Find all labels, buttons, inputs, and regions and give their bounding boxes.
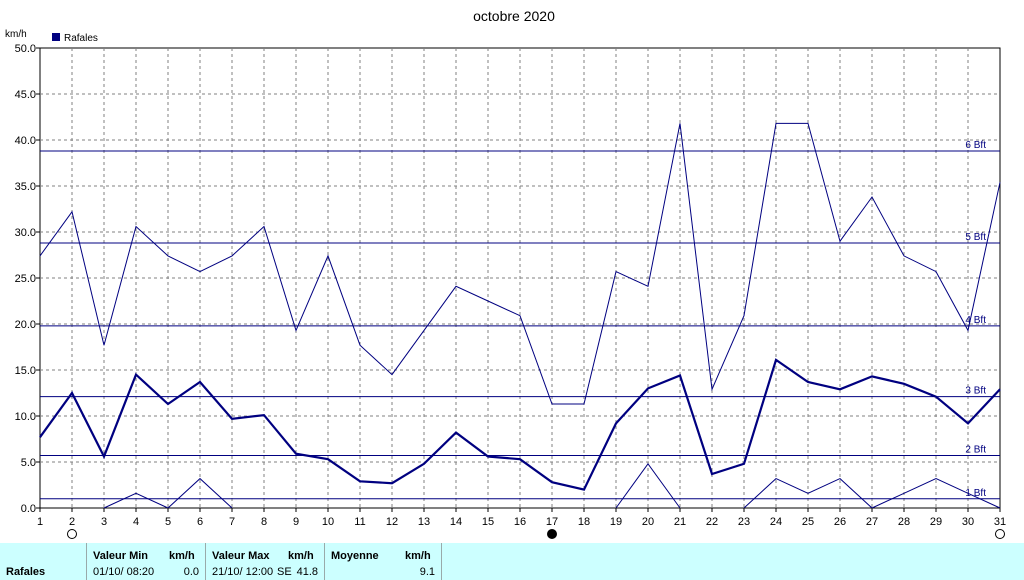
x-tick-label: 14 [450, 516, 462, 528]
x-tick-label: 20 [642, 516, 654, 528]
x-tick-label: 13 [418, 516, 430, 528]
x-tick-label: 26 [834, 516, 846, 528]
wind-gust-chart: octobre 2020 km/h Rafales 1 Bft 2 Bft 3 Bf… [5, 8, 1007, 539]
x-tick-label: 23 [738, 516, 750, 528]
grid [39, 47, 1001, 509]
x-tick-label: 9 [293, 516, 299, 528]
beaufort-lines: 1 Bft 2 Bft 3 Bft 4 Bft 5 Bft 6 Bft [40, 140, 1000, 500]
y-tick-label: 45.0 [15, 89, 36, 101]
y-tick-label: 50.0 [15, 43, 36, 55]
x-tick-label: 30 [962, 516, 974, 528]
mean-unit: km/h [405, 550, 431, 562]
summary-table: Rafales Valeur Min km/h 01/10/ 08:20 0.0… [0, 543, 1024, 580]
x-tick-label: 29 [930, 516, 942, 528]
x-tick-label: 31 [994, 516, 1006, 528]
summary-mean-cell: Moyenne km/h 9.1 [325, 543, 442, 580]
full-moon-icon [67, 529, 77, 539]
x-tick-label: 7 [229, 516, 235, 528]
min-header: Valeur Min [93, 550, 149, 562]
max-value: 41.8 [296, 566, 318, 578]
full-moon-icon [995, 529, 1005, 539]
x-tick-label: 4 [133, 516, 139, 528]
series-line-min [615, 462, 681, 509]
x-tick-label: 1 [37, 516, 43, 528]
min-value: 0.0 [183, 566, 199, 578]
x-tick-label: 17 [546, 516, 558, 528]
max-dir: SE [277, 566, 292, 578]
x-tick-label: 18 [578, 516, 590, 528]
new-moon-icon [547, 529, 557, 539]
max-when: 21/10/ 12:00 [212, 566, 274, 578]
moon-phases [67, 529, 1005, 539]
axes: 0.0 5.0 10.0 15.0 20.0 25.0 30.0 35.0 40.0 45.0 50… [15, 43, 1007, 528]
x-tick-label: 5 [165, 516, 171, 528]
series-line-mean [39, 358, 1001, 491]
min-when: 01/10/ 08:20 [93, 566, 155, 578]
summary-row-label: Rafales [6, 566, 46, 578]
max-header: Valeur Max [212, 550, 270, 562]
legend-swatch [52, 33, 60, 41]
x-tick-label: 3 [101, 516, 107, 528]
y-tick-label: 35.0 [15, 181, 36, 193]
x-tick-label: 21 [674, 516, 686, 528]
x-tick-label: 24 [770, 516, 782, 528]
y-tick-label: 20.0 [15, 319, 36, 331]
x-tick-label: 2 [69, 516, 75, 528]
x-tick-label: 6 [197, 516, 203, 528]
y-tick-label: 10.0 [15, 411, 36, 423]
x-tick-label: 25 [802, 516, 814, 528]
mean-header: Moyenne [331, 550, 379, 562]
y-tick-label: 40.0 [15, 135, 36, 147]
y-tick-label: 25.0 [15, 273, 36, 285]
x-tick-label: 11 [354, 516, 365, 528]
x-tick-label: 22 [706, 516, 718, 528]
y-tick-label: 5.0 [21, 457, 36, 469]
x-tick-label: 19 [610, 516, 622, 528]
x-tick-label: 8 [261, 516, 267, 528]
y-tick-label: 30.0 [15, 227, 36, 239]
x-tick-label: 16 [514, 516, 526, 528]
summary-min-cell: Valeur Min km/h 01/10/ 08:20 0.0 [87, 543, 206, 580]
x-tick-label: 15 [482, 516, 494, 528]
x-tick-label: 28 [898, 516, 910, 528]
summary-row-label-cell: Rafales [0, 543, 87, 580]
x-tick-label: 12 [386, 516, 398, 528]
mean-value: 9.1 [419, 566, 435, 578]
max-unit: km/h [288, 550, 314, 562]
beaufort-label: 6 Bft [965, 140, 986, 151]
y-axis-label: km/h [5, 29, 27, 40]
chart-title: octobre 2020 [473, 8, 555, 24]
y-tick-label: 0.0 [21, 503, 36, 515]
summary-max-cell: Valeur Max km/h 21/10/ 12:00 SE 41.8 [206, 543, 325, 580]
series-line-max [39, 122, 1001, 405]
y-tick-label: 15.0 [15, 365, 36, 377]
min-unit: km/h [169, 550, 195, 562]
beaufort-label: 3 Bft [965, 386, 986, 397]
x-tick-label: 27 [866, 516, 878, 528]
beaufort-label: 4 Bft [965, 315, 986, 326]
legend-label: Rafales [64, 33, 98, 44]
x-tick-label: 10 [322, 516, 334, 528]
beaufort-label: 1 Bft [965, 488, 986, 499]
beaufort-label: 2 Bft [965, 445, 986, 456]
beaufort-label: 5 Bft [965, 232, 986, 243]
